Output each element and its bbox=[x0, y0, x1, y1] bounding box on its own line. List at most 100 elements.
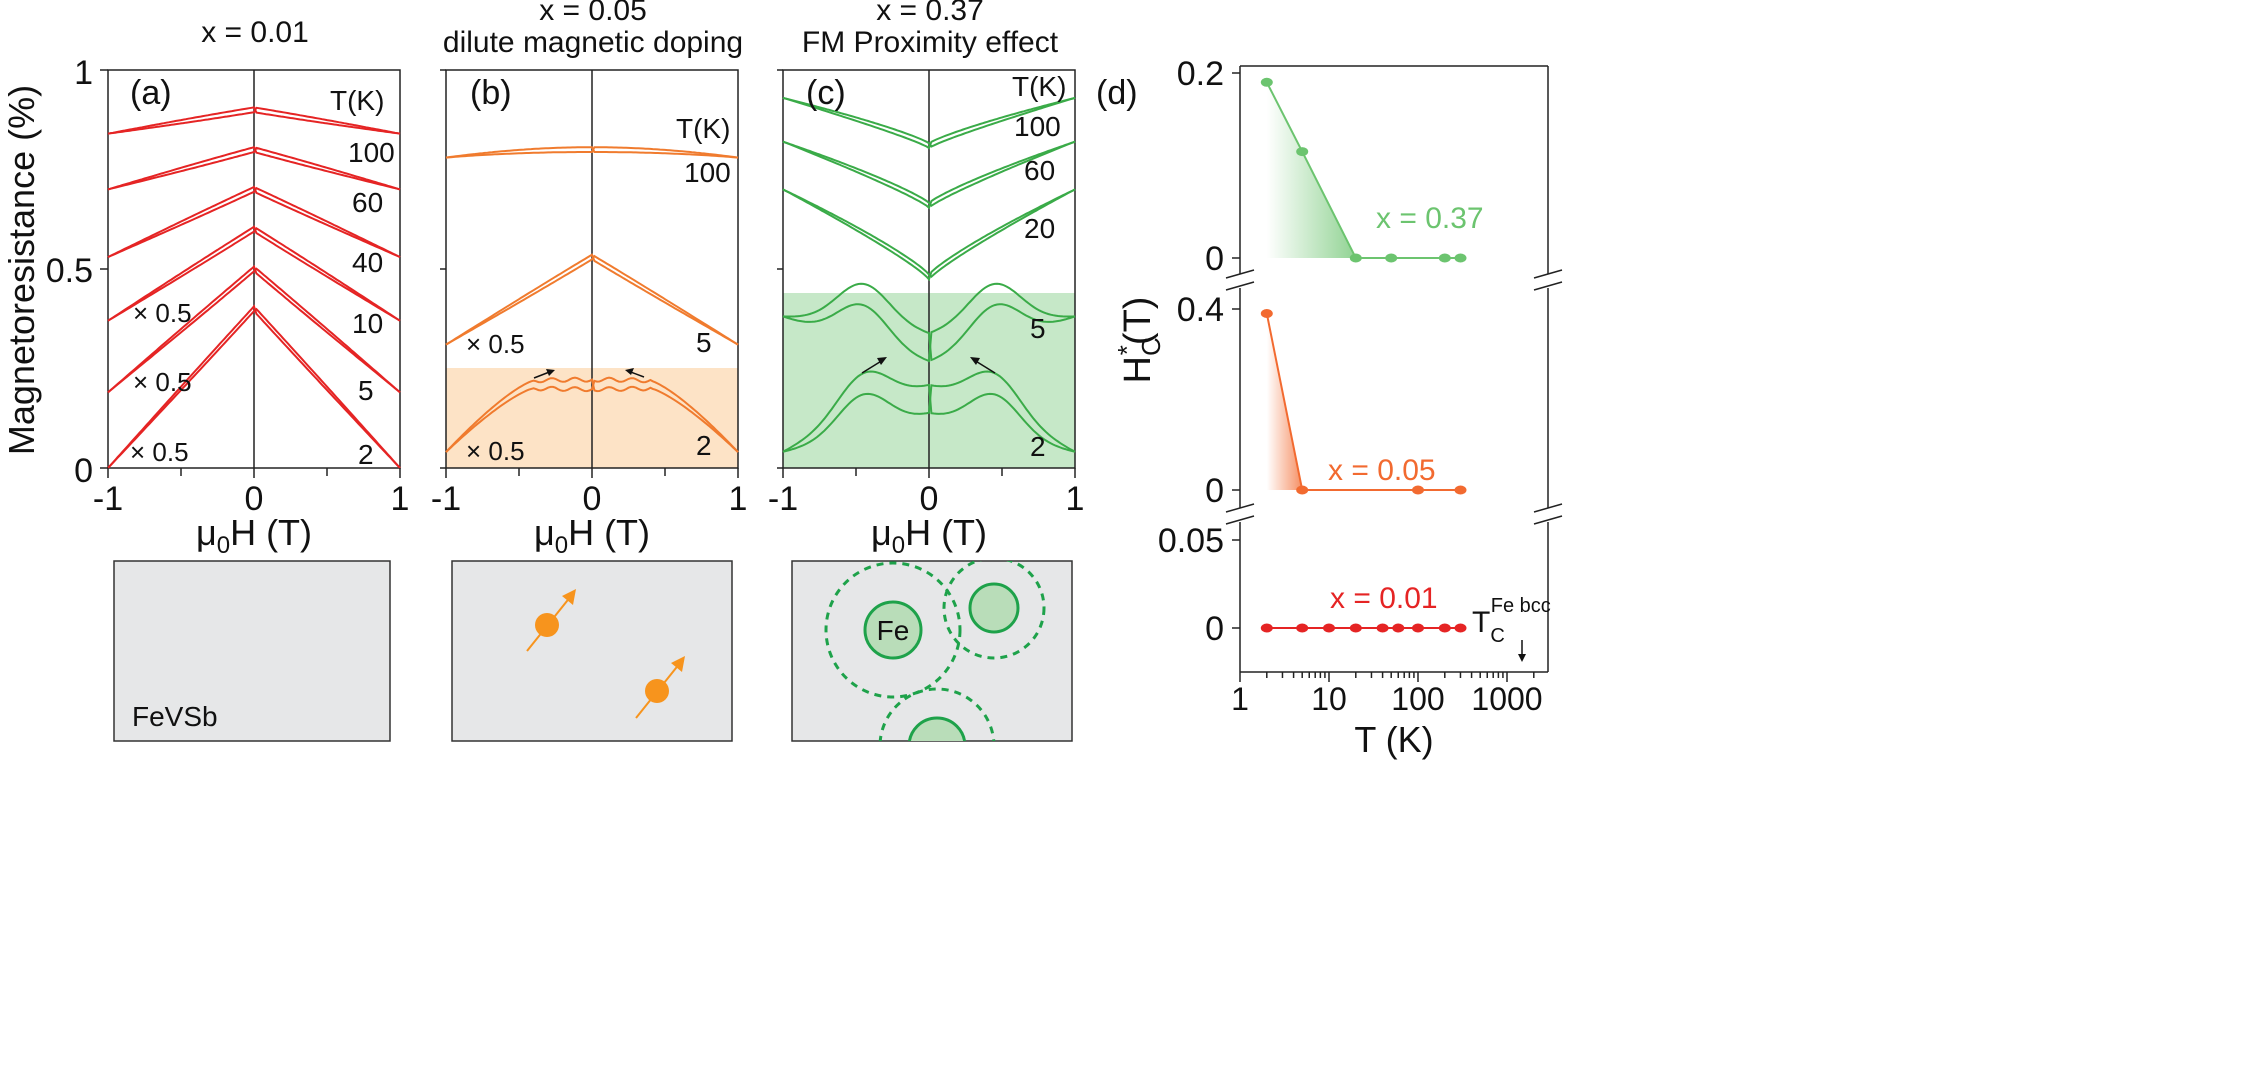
panel-c-series-label-60: 60 bbox=[1024, 155, 1055, 186]
panel-a-series-label-2: 2 bbox=[358, 439, 374, 470]
panel-b-label: (b) bbox=[470, 74, 512, 112]
y-tick-label: 0 bbox=[1205, 472, 1224, 510]
hc-data-point bbox=[1385, 253, 1398, 263]
panel-c-curves bbox=[782, 96, 1076, 453]
panel-a-series-label-100: 100 bbox=[348, 137, 395, 168]
panel-a-scale-label: × 0.5 bbox=[133, 367, 192, 397]
panel-c-series-label-100: 100 bbox=[1014, 111, 1061, 142]
spin-icon bbox=[526, 589, 576, 652]
mr-curve-20K bbox=[782, 188, 1076, 279]
schematic-b-box bbox=[451, 560, 733, 742]
hc-data-point bbox=[1454, 485, 1467, 495]
mr-curve-5K bbox=[107, 264, 401, 394]
spin-icon bbox=[635, 656, 685, 719]
fe-cluster bbox=[863, 600, 923, 660]
mr-curve-2K bbox=[445, 376, 739, 453]
fe-cluster bbox=[968, 582, 1020, 634]
panel-a-x-ticks bbox=[107, 468, 401, 478]
mr-curve-2K bbox=[445, 376, 739, 453]
mr-curve-40K bbox=[107, 185, 401, 259]
axis-break bbox=[1225, 503, 1255, 513]
panel-a-title: x = 0.01 bbox=[201, 16, 309, 49]
hc-data-point bbox=[1412, 485, 1424, 495]
x-tick-label: 1 bbox=[1066, 480, 1085, 518]
panel-a-series-label-5: 5 bbox=[358, 375, 374, 406]
x-tick-label: 0 bbox=[920, 480, 939, 518]
mr-curve-5K bbox=[445, 254, 739, 346]
y-axis-label-d: HC*(T) bbox=[1112, 297, 1166, 384]
mr-curve-2K bbox=[782, 370, 1076, 453]
hc-data-point bbox=[1260, 623, 1273, 633]
arrow-head bbox=[625, 368, 634, 375]
arrow-head bbox=[546, 369, 555, 376]
axis-break bbox=[1533, 515, 1563, 525]
series-label-x005: x = 0.05 bbox=[1328, 454, 1436, 487]
panel-c-series-label-20: 20 bbox=[1024, 213, 1055, 244]
x-tick-label: -1 bbox=[431, 480, 461, 518]
mr-curve-5K bbox=[782, 282, 1076, 363]
mr-curve-100K bbox=[107, 106, 401, 135]
arrow-head bbox=[970, 357, 980, 365]
panel-a-curves bbox=[107, 106, 401, 469]
panel-a-label: (a) bbox=[130, 74, 172, 112]
y-axis-label: Magnetoresistance (%) bbox=[1, 85, 42, 455]
mr-curve-5K bbox=[782, 282, 1076, 362]
x-tick-label: -1 bbox=[93, 480, 123, 518]
hc-data-point bbox=[1349, 253, 1362, 263]
mr-curve-60K bbox=[107, 146, 401, 191]
mr-curve-10K bbox=[107, 225, 401, 322]
hc-data-point bbox=[1260, 77, 1273, 87]
mr-curve-60K bbox=[107, 145, 401, 191]
axis-break bbox=[1225, 281, 1255, 291]
panel-a-series-label-10: 10 bbox=[352, 308, 383, 339]
hc-data-point bbox=[1454, 253, 1467, 263]
mr-curve-2K bbox=[782, 370, 1076, 453]
y-tick-label: 0 bbox=[1205, 610, 1224, 648]
x-tick-label: 1 bbox=[1231, 681, 1249, 717]
hc-data-point bbox=[1296, 147, 1309, 157]
axis-break bbox=[1225, 515, 1255, 525]
panel-d-marks bbox=[1260, 77, 1467, 633]
x-tick-label: 0 bbox=[583, 480, 602, 518]
panel-b-subtitle: dilute magnetic doping bbox=[443, 26, 743, 59]
x-axis-label: μ0H (T) bbox=[871, 512, 987, 559]
axis-break bbox=[1533, 281, 1563, 291]
panel-b-legend-title: T(K) bbox=[676, 113, 730, 144]
hc-series-line bbox=[1265, 313, 1461, 491]
mr-curve-20K bbox=[782, 188, 1076, 282]
panel-c-subtitle: FM Proximity effect bbox=[802, 26, 1059, 59]
hc-data-point bbox=[1438, 623, 1451, 633]
schematics: FeVSb bbox=[113, 560, 1073, 742]
panel-d-label: (d) bbox=[1096, 74, 1138, 112]
proximity-region bbox=[824, 561, 962, 699]
fe-label: Fe bbox=[877, 615, 910, 646]
panel-b-curves bbox=[445, 146, 739, 453]
tc-arrow-head bbox=[1518, 654, 1526, 662]
proximity-region bbox=[942, 561, 1046, 660]
panel-b-series-label-100: 100 bbox=[684, 157, 731, 188]
hc-data-point bbox=[1454, 623, 1467, 633]
panel-b-series-label-2: 2 bbox=[696, 430, 712, 461]
panel-a-legend-title: T(K) bbox=[330, 85, 384, 116]
hc-data-point bbox=[1296, 623, 1309, 633]
panel-c-series-label-2: 2 bbox=[1030, 431, 1046, 462]
x-axis-label: μ0H (T) bbox=[534, 512, 650, 559]
panel-c-ticks bbox=[777, 69, 1076, 478]
mr-curve-60K bbox=[782, 140, 1076, 210]
fe-clusters bbox=[824, 561, 1046, 741]
panel-b: x = 0.05 dilute magnetic doping (b) T(K)… bbox=[431, 0, 748, 559]
panel-a-series-label-60: 60 bbox=[352, 187, 383, 218]
schematic-c-box bbox=[791, 560, 1073, 742]
x-axis-label: μ0H (T) bbox=[196, 512, 312, 559]
mr-curve-100K bbox=[782, 96, 1076, 150]
panel-b-scale-label: × 0.5 bbox=[466, 329, 525, 359]
hc-data-point bbox=[1260, 309, 1273, 318]
panel-a-series-label-40: 40 bbox=[352, 247, 383, 278]
mr-curve-40K bbox=[107, 186, 401, 259]
x-tick-label: 1000 bbox=[1471, 681, 1542, 717]
panel-c-legend-title: T(K) bbox=[1012, 71, 1066, 102]
x-tick-label: 100 bbox=[1391, 681, 1444, 717]
panel-b-ticks bbox=[440, 69, 739, 478]
series-label-x037: x = 0.37 bbox=[1376, 202, 1484, 235]
